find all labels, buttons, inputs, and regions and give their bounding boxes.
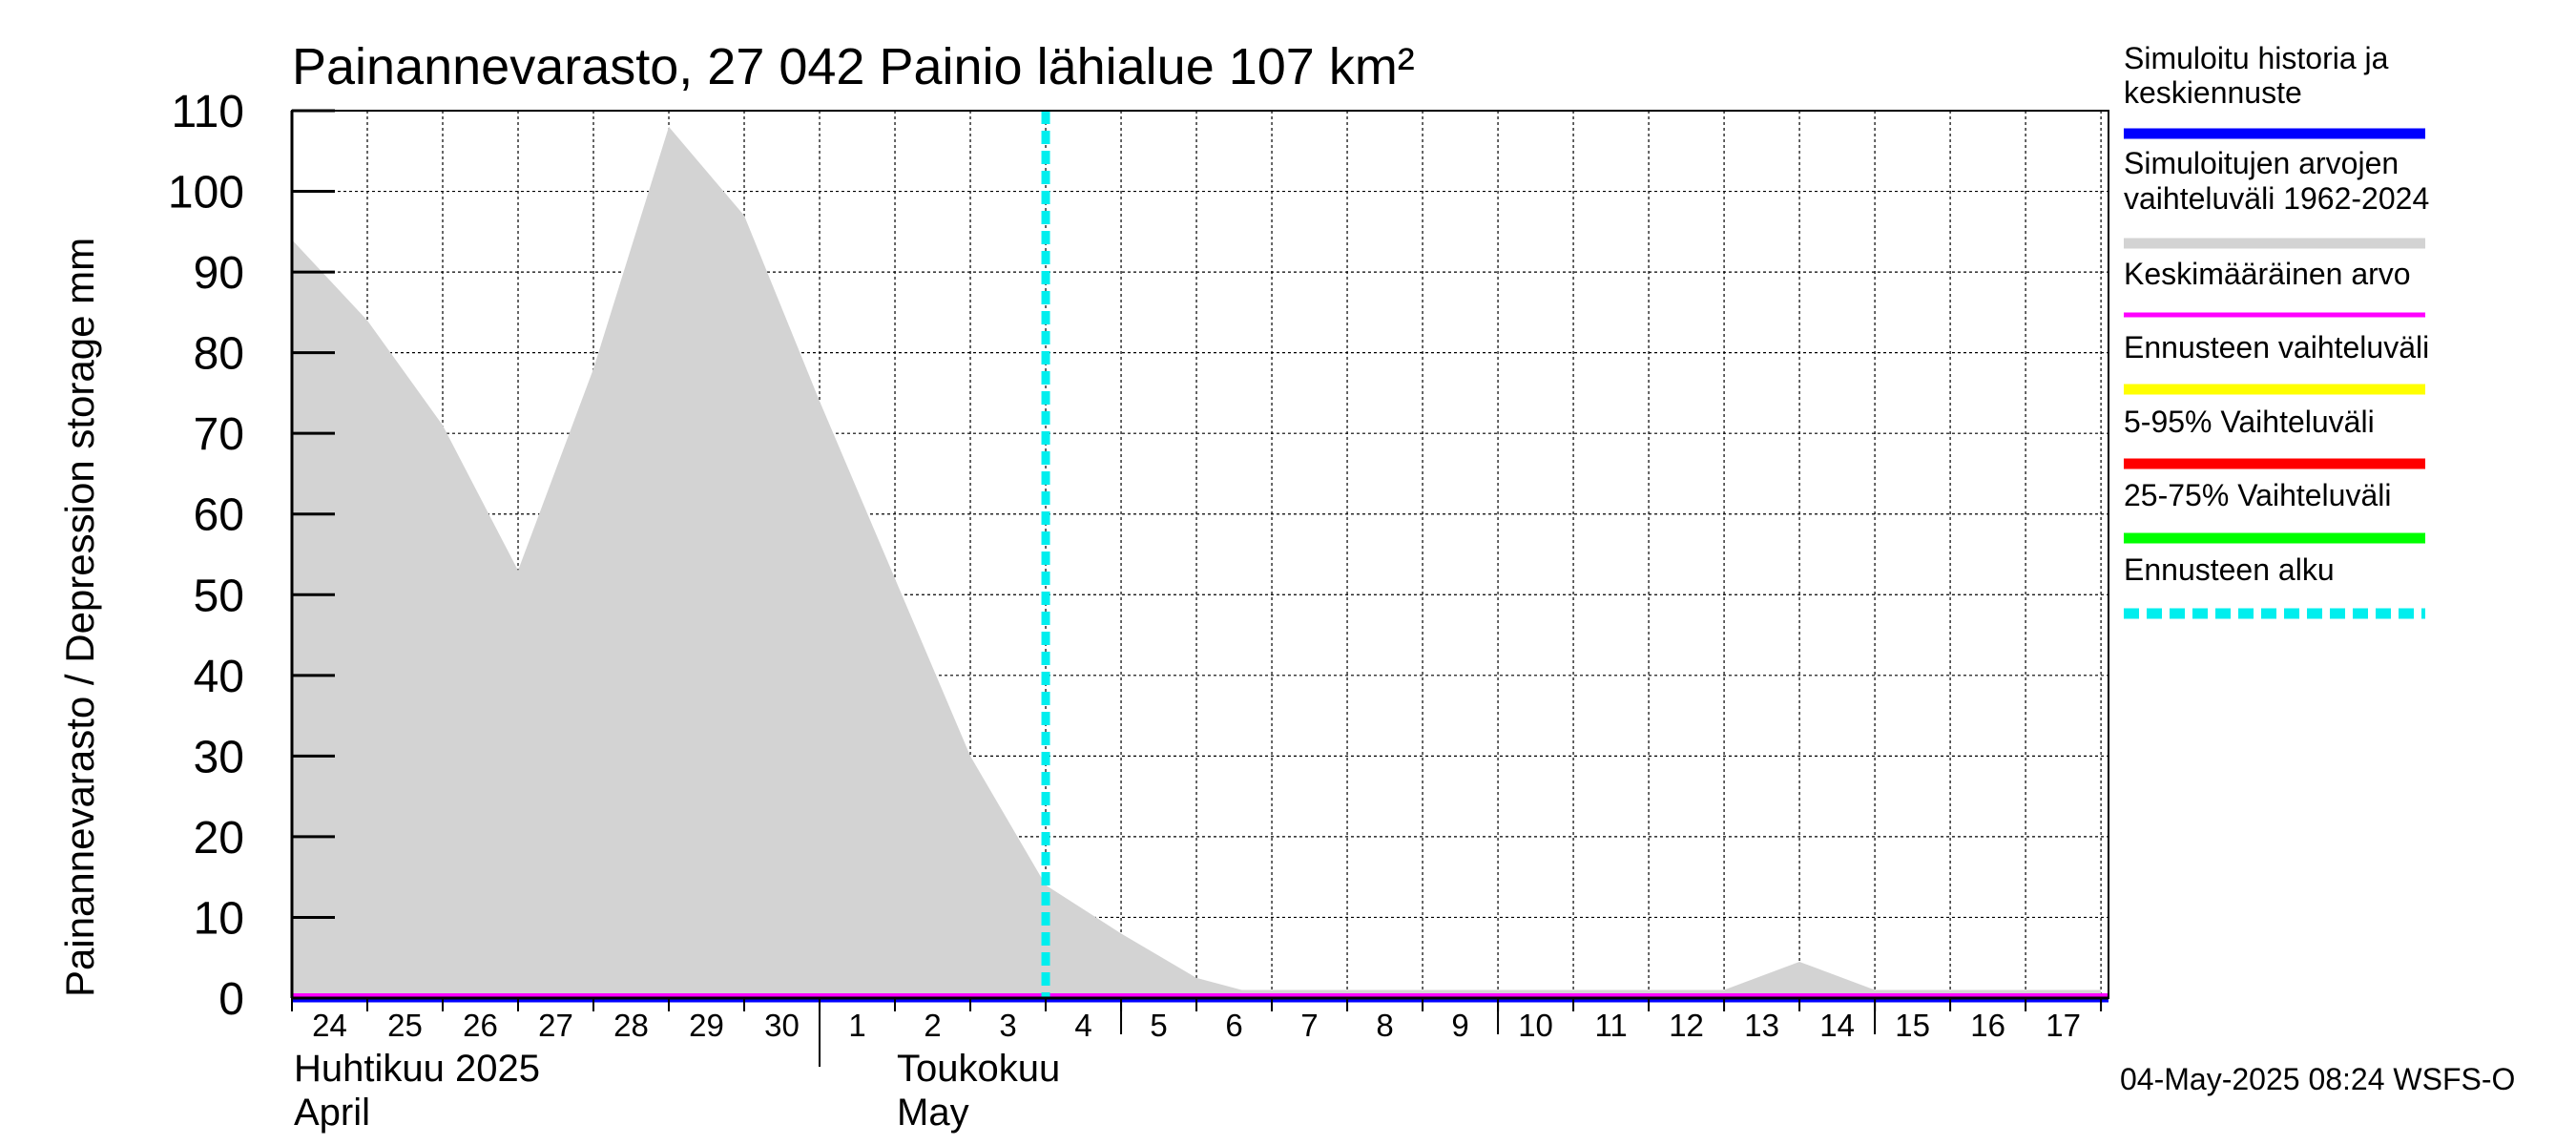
y-tick-label: 100 bbox=[168, 168, 244, 219]
legend-label: Simuloitu historia ja bbox=[2124, 41, 2389, 75]
x-tick-labels: 24 25 26 27 28 29 30 1 2 3 4 5 6 7 8 9 10 11 12 13 14 15 16 17 bbox=[312, 1008, 2081, 1043]
legend-label: Ennusteen vaihteluväli bbox=[2124, 330, 2429, 364]
y-tick-label: 110 bbox=[171, 87, 244, 137]
x-tick-label: 26 bbox=[463, 1008, 498, 1043]
y-tick-label: 90 bbox=[194, 248, 244, 299]
y-tick-labels: 0 10 20 30 40 50 60 70 80 90 100 110 bbox=[168, 87, 244, 1025]
legend-label: vaihteluväli 1962-2024 bbox=[2124, 181, 2429, 216]
y-tick-label: 10 bbox=[194, 893, 244, 944]
x-tick-label: 14 bbox=[1819, 1008, 1855, 1043]
y-tick-label: 50 bbox=[194, 571, 244, 621]
y-tick-label: 60 bbox=[194, 490, 244, 541]
x-tick-label: 10 bbox=[1518, 1008, 1553, 1043]
x-tick-label: 30 bbox=[764, 1008, 800, 1043]
x-tick-label: 5 bbox=[1150, 1008, 1167, 1043]
range-band-layer bbox=[292, 126, 2102, 999]
month-label-secondary: April bbox=[294, 1092, 370, 1134]
legend-label: keskiennuste bbox=[2124, 75, 2302, 110]
legend-label: 5-95% Vaihteluväli bbox=[2124, 405, 2375, 439]
x-tick-label: 15 bbox=[1895, 1008, 1930, 1043]
footer-timestamp: 04-May-2025 08:24 WSFS-O bbox=[2120, 1062, 2515, 1096]
y-tick-label: 40 bbox=[194, 652, 244, 702]
x-tick-label: 29 bbox=[689, 1008, 724, 1043]
x-tick-label: 13 bbox=[1744, 1008, 1779, 1043]
x-tick-label: 12 bbox=[1669, 1008, 1704, 1043]
x-tick-label: 17 bbox=[2046, 1008, 2081, 1043]
x-tick-label: 1 bbox=[848, 1008, 865, 1043]
range-band-area bbox=[292, 126, 2102, 999]
legend-label: Keskimääräinen arvo bbox=[2124, 257, 2411, 291]
x-tick-label: 2 bbox=[924, 1008, 941, 1043]
month-label-primary: Huhtikuu 2025 bbox=[294, 1048, 540, 1090]
chart-title: Painannevarasto, 27 042 Painio lähialue … bbox=[292, 38, 1415, 95]
x-tick-label: 3 bbox=[999, 1008, 1016, 1043]
y-axis-label: Painannevarasto / Depression storage mm bbox=[57, 238, 102, 997]
x-tick-label: 4 bbox=[1074, 1008, 1091, 1043]
y-tick-label: 30 bbox=[194, 732, 244, 782]
legend-label: Ennusteen alku bbox=[2124, 552, 2335, 587]
legend-label: Simuloitujen arvojen bbox=[2124, 146, 2399, 180]
x-tick-label: 24 bbox=[312, 1008, 347, 1043]
x-tick-label: 8 bbox=[1376, 1008, 1393, 1043]
month-label-primary: Toukokuu bbox=[897, 1048, 1060, 1090]
x-tick-label: 28 bbox=[613, 1008, 649, 1043]
legend-label: 25-75% Vaihteluväli bbox=[2124, 478, 2391, 512]
x-tick-label: 7 bbox=[1300, 1008, 1318, 1043]
x-tick-label: 6 bbox=[1225, 1008, 1242, 1043]
x-tick-label: 25 bbox=[387, 1008, 423, 1043]
x-tick-label: 27 bbox=[538, 1008, 573, 1043]
x-tick-label: 11 bbox=[1594, 1008, 1627, 1043]
y-tick-label: 0 bbox=[218, 974, 244, 1025]
y-tick-label: 20 bbox=[194, 813, 244, 864]
x-tick-label: 16 bbox=[1970, 1008, 2005, 1043]
axes-layer bbox=[290, 109, 2109, 1067]
y-tick-label: 80 bbox=[194, 329, 244, 380]
x-tick-label: 9 bbox=[1451, 1008, 1468, 1043]
grid-lines bbox=[292, 110, 2109, 998]
y-tick-label: 70 bbox=[194, 409, 244, 460]
month-label-secondary: May bbox=[897, 1092, 969, 1134]
